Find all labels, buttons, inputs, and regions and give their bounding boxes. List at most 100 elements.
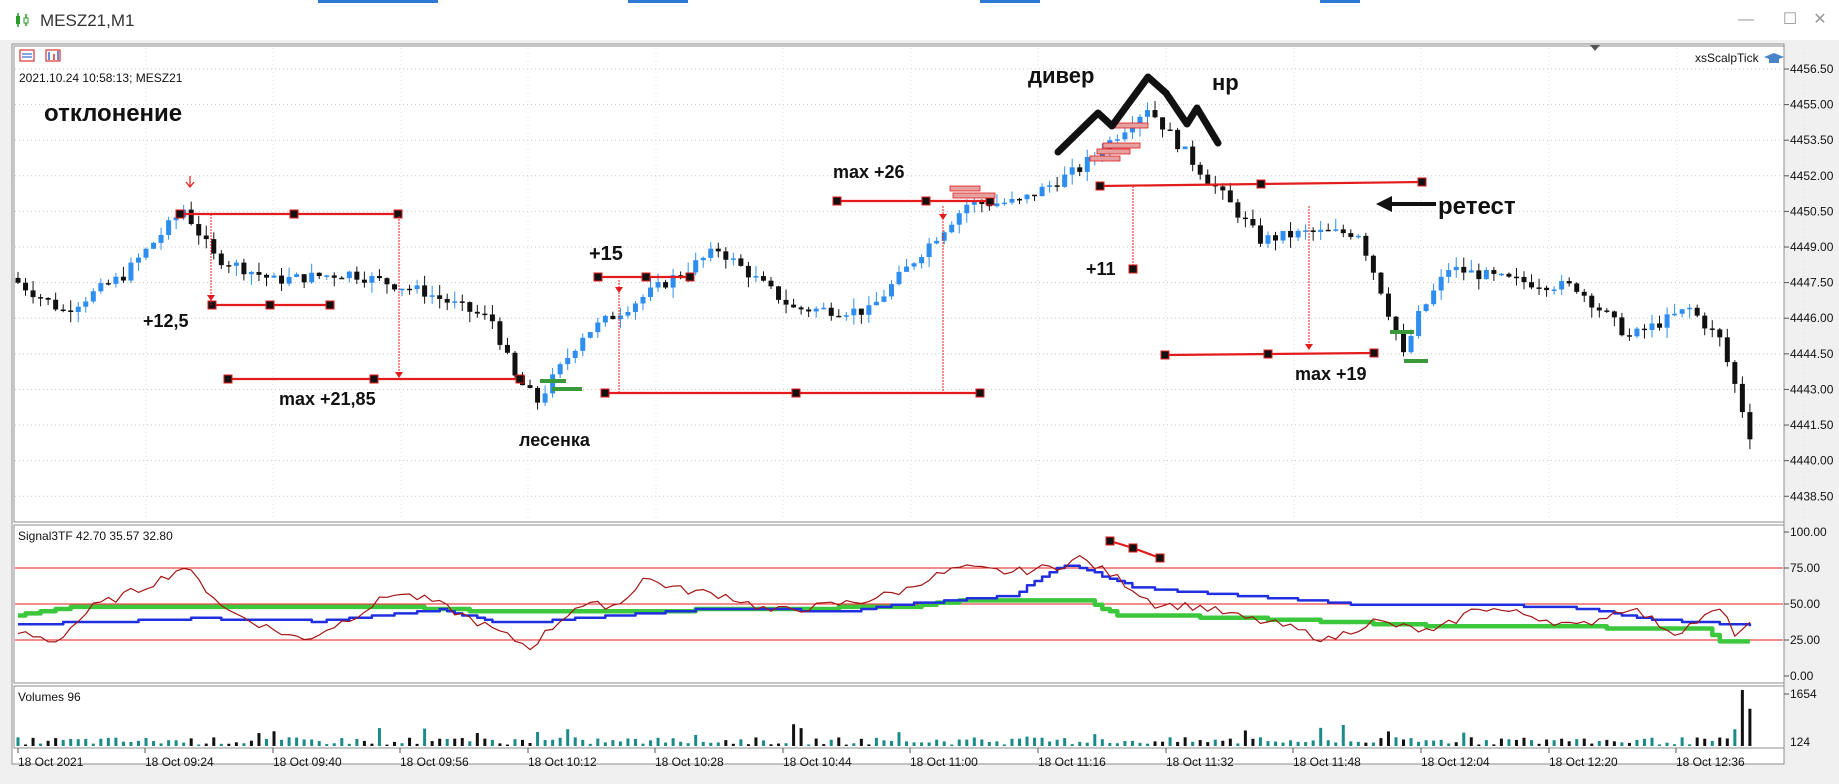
- maximize-icon[interactable]: ☐: [1782, 11, 1798, 28]
- volume-bar: [1055, 739, 1059, 746]
- volume-bar: [174, 740, 178, 746]
- annotation-label: +15: [589, 243, 623, 265]
- candle-body: [1250, 219, 1256, 226]
- arrow-head-icon: [1376, 196, 1392, 212]
- volume-bar: [1484, 740, 1488, 746]
- price-tick-label: 4453.50: [1790, 133, 1834, 147]
- volume-bar: [513, 739, 517, 746]
- volume-bar: [852, 743, 856, 746]
- candle-body: [1370, 255, 1376, 273]
- candle-body: [1016, 198, 1022, 201]
- candle-body: [1303, 230, 1309, 232]
- candle-body: [821, 307, 827, 310]
- osc-tick-label: 100.00: [1790, 525, 1827, 539]
- volume-bar: [347, 743, 351, 746]
- volume-bar: [1567, 741, 1571, 746]
- candle-body: [550, 374, 556, 394]
- volume-bar: [1356, 741, 1360, 746]
- candle-body: [301, 274, 307, 283]
- osc-tick-label: 25.00: [1790, 633, 1820, 647]
- volume-bar: [995, 741, 999, 746]
- candle-body: [105, 283, 111, 285]
- volume-bar: [1612, 741, 1616, 746]
- volume-bar: [167, 740, 171, 746]
- candle-body: [956, 213, 962, 225]
- volume-bar: [1251, 738, 1255, 746]
- time-axis-label: 18 Oct 11:48: [1293, 755, 1361, 769]
- close-icon[interactable]: ✕: [1813, 11, 1827, 28]
- volume-bar: [1228, 738, 1232, 746]
- volume-bar: [1462, 732, 1466, 746]
- volume-bar: [1733, 729, 1737, 746]
- candle-body: [1190, 146, 1196, 165]
- candle-body: [1589, 295, 1595, 308]
- minimize-icon[interactable]: —: [1738, 11, 1754, 28]
- shift-marker-icon[interactable]: [1590, 45, 1600, 51]
- annotation-zigzag-line: [1054, 73, 1222, 156]
- candle-body: [768, 280, 774, 287]
- candle-body: [83, 301, 89, 307]
- volume-bar: [189, 738, 193, 746]
- volume-bar: [1176, 741, 1180, 746]
- volume-bar: [1115, 743, 1119, 746]
- volume-bar: [438, 738, 442, 746]
- chart-area[interactable]: отклонение +12,5 max +21,85 лесенка +15 max +…: [0, 40, 1839, 784]
- chart-toolbar-icon[interactable]: [19, 49, 35, 62]
- volume-tick-label: 1654: [1790, 687, 1817, 701]
- volume-bar: [957, 739, 961, 746]
- volume-bar: [1213, 739, 1217, 746]
- volume-bar: [867, 744, 871, 746]
- candle-body: [369, 275, 375, 283]
- volume-bar: [822, 744, 826, 746]
- candle-body: [896, 271, 902, 285]
- annotation-anchor-point: [641, 272, 651, 282]
- candle-body: [595, 322, 601, 333]
- candle-body: [1401, 333, 1407, 353]
- volume-bar: [1658, 744, 1662, 746]
- volume-bar: [1221, 740, 1225, 746]
- volume-tick-label: 124: [1790, 735, 1810, 749]
- candle-body: [873, 301, 879, 306]
- volume-bar: [1070, 744, 1074, 746]
- candle-body: [843, 315, 849, 317]
- volume-bar: [1183, 737, 1187, 746]
- candle-body: [1694, 307, 1700, 316]
- candle-body: [1544, 287, 1550, 291]
- candle-body: [1024, 194, 1030, 200]
- chart-properties-icon[interactable]: [45, 49, 61, 62]
- candle-body: [708, 248, 714, 258]
- candle-body: [286, 276, 292, 284]
- volume-bar: [287, 737, 291, 746]
- candle-body: [346, 271, 352, 279]
- candle-body: [1385, 293, 1391, 317]
- volume-bar: [234, 742, 238, 746]
- volume-bar: [716, 742, 720, 746]
- volume-bar: [1274, 741, 1278, 746]
- volume-bar: [1138, 742, 1142, 746]
- volume-bar: [935, 739, 939, 746]
- candle-body: [75, 306, 81, 313]
- volume-bar: [829, 739, 833, 746]
- volume-bar: [626, 738, 630, 746]
- volume-bar: [1048, 741, 1052, 746]
- candle-body: [316, 272, 322, 277]
- candle-body: [1574, 283, 1580, 292]
- candle-body: [1649, 323, 1655, 330]
- volume-bar: [942, 741, 946, 746]
- candle-body: [881, 296, 887, 302]
- annotation-label: max +21,85: [279, 389, 376, 409]
- volume-bar: [1469, 737, 1473, 746]
- candle-body: [580, 337, 586, 351]
- volume-bar: [573, 737, 577, 746]
- osc-series-line: [18, 598, 1750, 644]
- volume-bar: [521, 739, 525, 746]
- candle-body: [444, 298, 450, 303]
- candle-body: [1498, 273, 1504, 276]
- time-axis-label: 18 Oct 09:24: [145, 755, 214, 769]
- candle-body: [452, 301, 458, 303]
- volume-bar: [724, 740, 728, 746]
- volume-bar: [889, 740, 893, 746]
- annotation-anchor-point: [1417, 177, 1427, 187]
- candle-body: [745, 265, 751, 278]
- volume-bar: [1492, 744, 1496, 746]
